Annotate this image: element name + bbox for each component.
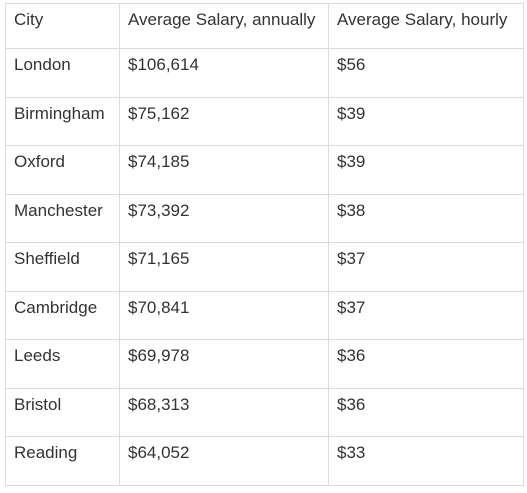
cell-annual-salary: $73,392 <box>119 193 329 243</box>
cell-hourly-salary: $36 <box>328 387 524 437</box>
cell-annual-salary: $68,313 <box>119 387 329 437</box>
table-header-row: City Average Salary, annually Average Sa… <box>5 3 524 49</box>
cell-annual-salary: $70,841 <box>119 290 329 340</box>
table-row: Cambridge $70,841 $37 <box>5 290 524 340</box>
table-row: Oxford $74,185 $39 <box>5 145 524 195</box>
cell-annual-salary: $64,052 <box>119 436 329 486</box>
header-city: City <box>5 3 120 49</box>
header-annual-salary: Average Salary, annually <box>119 3 329 49</box>
cell-hourly-salary: $56 <box>328 48 524 98</box>
cell-annual-salary: $106,614 <box>119 48 329 98</box>
cell-city: Manchester <box>5 193 120 243</box>
table-row: Leeds $69,978 $36 <box>5 339 524 389</box>
cell-hourly-salary: $38 <box>328 193 524 243</box>
table-row: Reading $64,052 $33 <box>5 436 524 486</box>
table-row: London $106,614 $56 <box>5 48 524 98</box>
table-row: Manchester $73,392 $38 <box>5 193 524 243</box>
cell-city: Sheffield <box>5 242 120 292</box>
cell-hourly-salary: $36 <box>328 339 524 389</box>
cell-hourly-salary: $39 <box>328 145 524 195</box>
table-row: Birmingham $75,162 $39 <box>5 96 524 146</box>
cell-annual-salary: $71,165 <box>119 242 329 292</box>
cell-city: Birmingham <box>5 96 120 146</box>
cell-annual-salary: $74,185 <box>119 145 329 195</box>
cell-city: Leeds <box>5 339 120 389</box>
cell-hourly-salary: $37 <box>328 290 524 340</box>
cell-hourly-salary: $33 <box>328 436 524 486</box>
table-row: Sheffield $71,165 $37 <box>5 242 524 292</box>
header-hourly-salary: Average Salary, hourly <box>328 3 524 49</box>
cell-city: Reading <box>5 436 120 486</box>
salary-table: City Average Salary, annually Average Sa… <box>5 3 524 486</box>
cell-city: Bristol <box>5 387 120 437</box>
cell-annual-salary: $75,162 <box>119 96 329 146</box>
table-row: Bristol $68,313 $36 <box>5 387 524 437</box>
cell-annual-salary: $69,978 <box>119 339 329 389</box>
cell-hourly-salary: $39 <box>328 96 524 146</box>
cell-city: Cambridge <box>5 290 120 340</box>
cell-city: London <box>5 48 120 98</box>
cell-city: Oxford <box>5 145 120 195</box>
cell-hourly-salary: $37 <box>328 242 524 292</box>
